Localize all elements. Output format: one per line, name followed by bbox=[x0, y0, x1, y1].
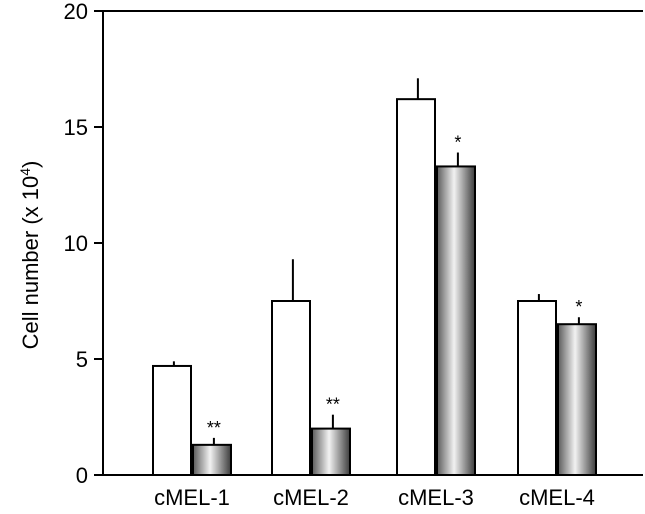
bar-cMEL-4-series-2 bbox=[557, 323, 597, 477]
y-tick-label: 10 bbox=[64, 231, 88, 256]
significance-mark: ** bbox=[207, 418, 221, 438]
bar-cMEL-3-series-2 bbox=[436, 165, 476, 476]
bar-cMEL-4-series-1 bbox=[517, 300, 557, 476]
x-category-label: cMEL-1 bbox=[154, 485, 230, 510]
bar-cMEL-1-series-1 bbox=[152, 364, 192, 476]
significance-mark: * bbox=[454, 133, 461, 153]
bar-cMEL-2-series-2 bbox=[311, 427, 351, 477]
y-tick-label: 15 bbox=[64, 115, 88, 140]
y-tick-label: 20 bbox=[64, 0, 88, 24]
bar-cMEL-2-series-1 bbox=[271, 300, 311, 476]
y-tick-label: 0 bbox=[76, 463, 88, 488]
x-category-label: cMEL-4 bbox=[519, 485, 595, 510]
significance-mark: ** bbox=[326, 395, 340, 415]
y-tick-label: 5 bbox=[76, 347, 88, 372]
bars-group bbox=[152, 78, 597, 477]
bar-cMEL-3-series-1 bbox=[396, 98, 436, 476]
y-axis-label: Cell number (x 104) bbox=[17, 161, 43, 350]
x-category-label: cMEL-2 bbox=[273, 485, 349, 510]
x-category-label: cMEL-3 bbox=[398, 485, 474, 510]
significance-mark: * bbox=[575, 297, 582, 317]
bar-cMEL-1-series-2 bbox=[192, 443, 232, 476]
